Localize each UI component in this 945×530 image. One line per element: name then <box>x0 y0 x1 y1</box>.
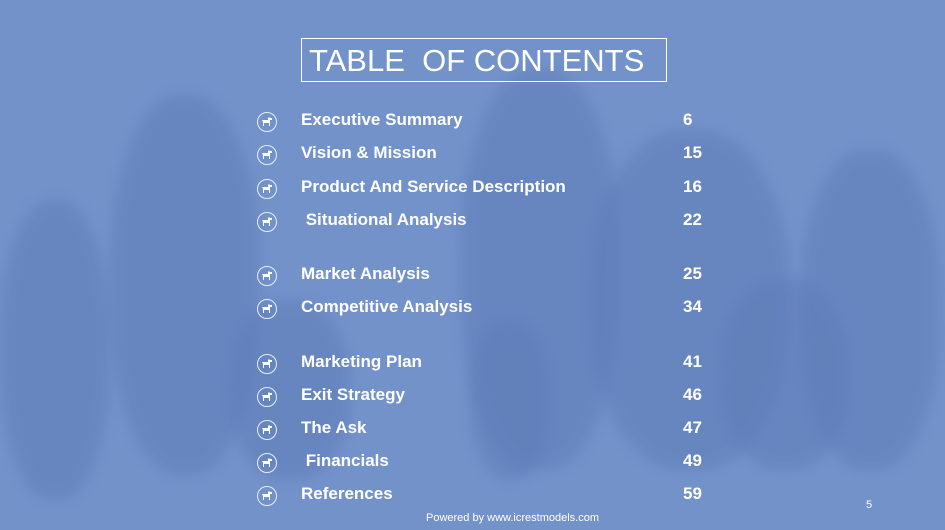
toc-item-label: Product And Service Description <box>301 177 566 196</box>
toc-item-page: 49 <box>683 451 702 470</box>
toc-item[interactable]: Exit Strategy 46 <box>257 385 717 419</box>
dog-icon <box>257 212 277 232</box>
toc-item-page: 15 <box>683 143 702 162</box>
slide-number: 5 <box>866 499 873 511</box>
toc-item-page: 22 <box>683 210 702 229</box>
dog-icon <box>257 112 277 132</box>
dog-icon <box>257 179 277 199</box>
dog-icon <box>257 387 277 407</box>
toc-item-label: Executive Summary <box>301 110 463 129</box>
toc-item-label: The Ask <box>301 418 367 437</box>
toc-item[interactable]: The Ask 47 <box>257 418 717 452</box>
dog-icon <box>257 145 277 165</box>
toc-item-page: 25 <box>683 264 702 283</box>
toc-item-page: 47 <box>683 418 702 437</box>
toc-item-label: Situational Analysis <box>301 210 467 229</box>
toc-item-label: Competitive Analysis <box>301 297 473 316</box>
toc-item[interactable]: Market Analysis 25 <box>257 264 717 298</box>
dog-icon <box>257 486 277 506</box>
toc-item-label: References <box>301 484 393 503</box>
toc-item-page: 34 <box>683 297 702 316</box>
toc-item-page: 46 <box>683 385 702 404</box>
toc-item-page: 41 <box>683 352 702 371</box>
toc-item[interactable]: Marketing Plan 41 <box>257 352 717 386</box>
dog-icon <box>257 266 277 286</box>
toc-item[interactable]: Financials 49 <box>257 451 717 485</box>
toc-item-label: Vision & Mission <box>301 143 437 162</box>
dog-icon <box>257 299 277 319</box>
dog-icon <box>257 354 277 374</box>
toc-item-page: 16 <box>683 177 702 196</box>
toc-item[interactable]: Product And Service Description 16 <box>257 177 717 211</box>
toc-item-label: Marketing Plan <box>301 352 422 371</box>
toc-item[interactable]: References 59 <box>257 484 717 518</box>
toc-item-page: 59 <box>683 484 702 503</box>
toc-item[interactable]: Competitive Analysis 34 <box>257 297 717 331</box>
dog-icon <box>257 453 277 473</box>
toc-item-page: 6 <box>683 110 693 129</box>
dog-icon <box>257 420 277 440</box>
toc-item[interactable]: Situational Analysis 22 <box>257 210 717 244</box>
toc-item-label: Market Analysis <box>301 264 430 283</box>
toc-item-label: Exit Strategy <box>301 385 405 404</box>
footer-powered-by: Powered by www.icrestmodels.com <box>426 512 600 524</box>
toc-item[interactable]: Vision & Mission 15 <box>257 143 717 177</box>
toc-item-label: Financials <box>301 451 389 470</box>
toc-item[interactable]: Executive Summary 6 <box>257 110 717 144</box>
page-title: TABLE OF CONTENTS <box>301 38 667 82</box>
